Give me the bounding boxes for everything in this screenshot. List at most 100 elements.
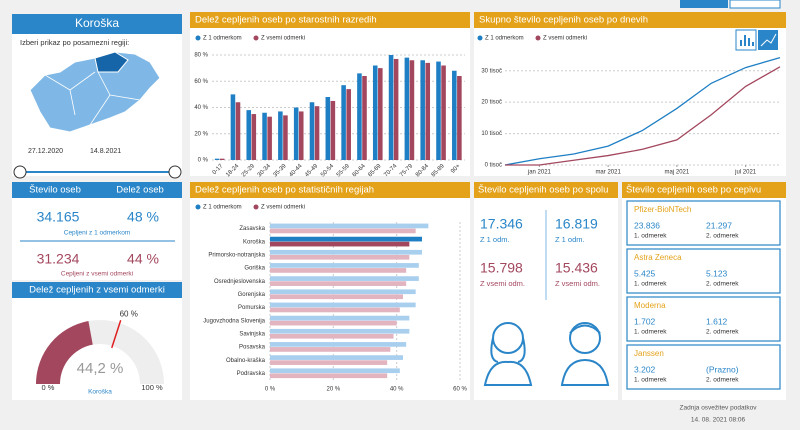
- bar: [246, 110, 252, 160]
- dose-label: 1. odmerek: [634, 377, 667, 384]
- legend-label: Z 1 odmerkom: [203, 205, 242, 211]
- gauge-max-label: 100 %: [141, 383, 163, 392]
- panel-header: [190, 182, 470, 198]
- region-title: Koroška: [75, 16, 119, 30]
- bar: [270, 254, 410, 260]
- bar: [270, 315, 410, 321]
- panel-header: [190, 12, 470, 28]
- y-tick-label: Pomurska: [238, 305, 266, 311]
- sex-label: Z 1 odm.: [555, 235, 585, 244]
- sex-count: 17.346: [480, 216, 523, 232]
- bar: [270, 223, 429, 229]
- y-tick-label: Jugovzhodna Slovenija: [203, 318, 265, 324]
- bar: [270, 320, 397, 326]
- sex-label: Z vsemi odm.: [480, 279, 525, 288]
- bar: [270, 294, 403, 300]
- bar: [330, 100, 336, 160]
- gauge-value: [36, 321, 93, 384]
- dose-label: 2. odmerek: [706, 377, 739, 384]
- x-tick-label: 40 %: [390, 387, 404, 393]
- bar: [309, 102, 315, 160]
- gauge-min-label: 0 %: [42, 383, 55, 392]
- y-tick-label: 0 tisoč: [485, 163, 502, 169]
- gauge-target-label: 60 %: [120, 309, 138, 318]
- gauge-target: [111, 320, 122, 349]
- legend-label: Z vsemi odmerki: [261, 205, 305, 211]
- line-view-button[interactable]: [758, 30, 778, 50]
- x-tick-label: 90+: [450, 163, 462, 175]
- tab[interactable]: [680, 0, 728, 8]
- dose-count: 1.702: [634, 316, 656, 326]
- y-tick-label: 80 %: [194, 53, 208, 59]
- legend-swatch: [195, 204, 201, 210]
- y-tick-label: Obalno-kraška: [226, 358, 266, 364]
- map[interactable]: [29, 51, 161, 133]
- bar: [325, 97, 331, 160]
- y-tick-label: Osrednjeslovenska: [214, 279, 266, 285]
- y-tick-label: Primorsko-notranjska: [208, 252, 265, 258]
- slider-handle[interactable]: [13, 165, 27, 179]
- bar: [262, 112, 267, 160]
- legend-label: Z 1 odmerkom: [485, 36, 524, 42]
- gauge-title: Delež cepljenih z vsemi odmerki: [29, 285, 165, 296]
- dose-label: 1. odmerek: [634, 281, 667, 288]
- refresh-time: 14. 08. 2021 08:06: [691, 417, 746, 424]
- map-selected-region[interactable]: [94, 51, 129, 73]
- gauge-value-label: 44,2 %: [77, 360, 124, 377]
- bar: [283, 115, 288, 160]
- bar: [270, 307, 400, 313]
- bar: [270, 281, 407, 286]
- top-strip: [0, 0, 170, 8]
- sex-label: Z 1 odm.: [480, 235, 510, 244]
- bar: [270, 373, 388, 379]
- bar: [436, 61, 441, 160]
- panel-header: [474, 182, 618, 198]
- date-to: 14.8.2021: [90, 148, 121, 155]
- panel: [474, 12, 786, 176]
- bar: [362, 76, 367, 160]
- slider-handle[interactable]: [168, 165, 182, 179]
- vaccine-card: [626, 248, 781, 294]
- line: [505, 66, 781, 166]
- bar: [235, 102, 241, 160]
- legend-swatch: [195, 35, 201, 41]
- bar: [219, 158, 225, 160]
- icon: [740, 35, 754, 46]
- dose-label: 2. odmerek: [706, 281, 739, 288]
- kpi-count: 31.234: [37, 251, 80, 267]
- bar: [357, 73, 362, 160]
- panel-title: Delež cepljenih oseb po starostnih razre…: [195, 15, 377, 26]
- bar: [230, 94, 236, 160]
- vaccine-name: Moderna: [634, 301, 666, 310]
- y-tick-label: Posavska: [239, 345, 266, 351]
- bar: [270, 368, 400, 374]
- bar: [341, 85, 346, 160]
- y-tick-label: 0 %: [198, 158, 209, 164]
- bar: [251, 114, 257, 160]
- sex-count: 15.798: [480, 260, 523, 276]
- tab[interactable]: [729, 0, 781, 9]
- bar: [404, 57, 410, 160]
- legend-swatch: [253, 204, 259, 210]
- bar: [314, 106, 320, 160]
- vaccine-name: Astra Zeneca: [634, 253, 682, 262]
- kpi-share: 48 %: [127, 209, 159, 225]
- x-tick-label: maj 2021: [665, 170, 690, 176]
- bar: [270, 268, 407, 273]
- bar: [270, 333, 394, 339]
- bar: [293, 107, 299, 160]
- bar: [270, 241, 410, 247]
- x-tick-label: jan 2021: [527, 170, 552, 176]
- dose-label: 1. odmerek: [634, 233, 667, 240]
- dose-count: 5.123: [706, 268, 728, 278]
- bar: [278, 111, 283, 160]
- kpi-panel: [12, 198, 182, 280]
- refresh-label: Zadnja osvežitev podatkov: [680, 405, 758, 412]
- map-borders: [44, 71, 141, 126]
- bar: [346, 89, 351, 160]
- y-tick-label: 40 %: [194, 105, 208, 111]
- bar: [378, 68, 383, 160]
- bar: [270, 289, 416, 295]
- kpi-header-text: Število oseb: [29, 185, 81, 196]
- bar: [270, 236, 422, 242]
